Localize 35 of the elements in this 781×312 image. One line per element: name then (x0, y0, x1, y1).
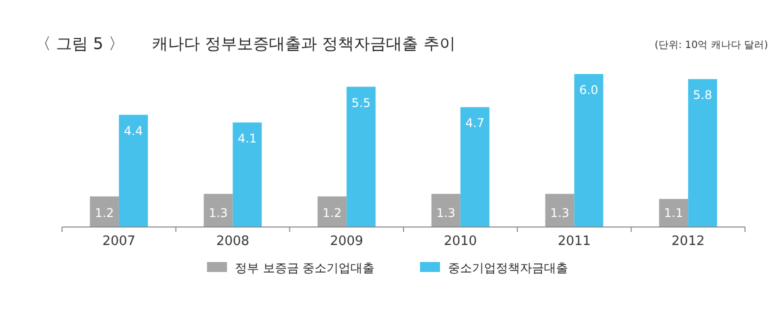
x-tick-label: 2010 (444, 234, 477, 249)
x-tick-label: 2008 (216, 234, 250, 249)
data-label: 5.5 (352, 96, 371, 110)
data-label: 1.3 (436, 206, 456, 220)
bar (90, 196, 119, 227)
bar (318, 196, 347, 227)
data-label: 6.0 (579, 83, 598, 97)
bar (232, 122, 262, 227)
x-tick-label: 2011 (558, 234, 591, 249)
bar (659, 198, 688, 227)
bar (346, 86, 376, 227)
legend-label: 정부 보증금 중소기업대출 (235, 261, 375, 275)
data-label: 5.8 (693, 88, 712, 102)
text: (단위: 10억 캐나다 달러) (654, 40, 768, 51)
data-label: 1.1 (664, 206, 684, 220)
legend-label: 중소기업정책자금대출 (448, 261, 568, 275)
bar (460, 107, 490, 227)
data-label: 4.4 (124, 124, 143, 138)
bar (688, 79, 718, 227)
chart-title: 캐나다 정부보증대출과 정책자금대출 추이 (152, 34, 456, 53)
bar (545, 194, 574, 227)
data-label: 1.2 (322, 206, 342, 220)
x-tick-label: 2009 (330, 234, 364, 249)
data-label: 1.2 (94, 206, 114, 220)
x-tick-label: 2007 (102, 234, 136, 249)
bar (118, 114, 148, 227)
data-label: 1.3 (550, 206, 570, 220)
bar (574, 74, 604, 227)
data-label: 4.7 (465, 116, 484, 130)
text: 〈 그림 5 〉 (35, 34, 124, 53)
data-label: 4.1 (238, 131, 257, 146)
bar (204, 194, 233, 227)
data-label: 1.3 (208, 206, 228, 220)
x-tick-label: 2012 (672, 234, 705, 249)
bar (431, 194, 460, 227)
